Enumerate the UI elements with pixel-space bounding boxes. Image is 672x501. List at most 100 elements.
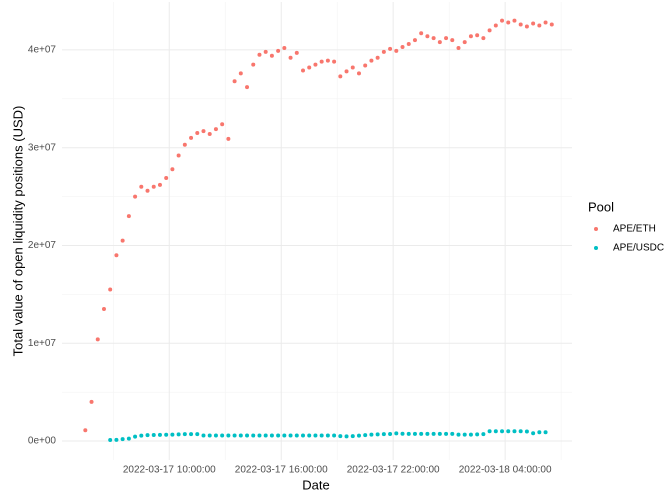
x-tick-label: 2022-03-17 22:00:00 bbox=[347, 465, 440, 476]
point bbox=[83, 428, 88, 433]
point bbox=[437, 40, 442, 45]
point bbox=[363, 433, 368, 438]
point bbox=[369, 432, 374, 437]
point bbox=[313, 433, 318, 438]
point bbox=[313, 62, 318, 67]
point bbox=[431, 431, 436, 436]
point bbox=[412, 431, 417, 436]
point bbox=[332, 433, 337, 438]
point bbox=[282, 45, 287, 50]
point bbox=[468, 34, 473, 39]
point bbox=[325, 433, 330, 438]
legend-label: APE/USDC bbox=[613, 243, 664, 254]
point bbox=[170, 167, 175, 172]
point bbox=[263, 49, 268, 54]
point bbox=[531, 431, 536, 436]
y-tick-label: 0e+00 bbox=[28, 436, 57, 447]
point bbox=[139, 184, 144, 189]
point bbox=[114, 253, 119, 258]
point bbox=[232, 433, 237, 438]
point bbox=[406, 431, 411, 436]
point bbox=[251, 433, 256, 438]
point bbox=[350, 65, 355, 70]
point bbox=[269, 433, 274, 438]
point bbox=[375, 55, 380, 60]
point bbox=[425, 431, 430, 436]
point bbox=[350, 434, 355, 439]
point bbox=[213, 433, 218, 438]
point bbox=[294, 433, 299, 438]
point bbox=[493, 429, 498, 434]
point bbox=[394, 431, 399, 436]
point bbox=[481, 432, 486, 437]
point bbox=[500, 429, 505, 434]
point bbox=[444, 36, 449, 41]
point bbox=[257, 433, 262, 438]
legend-title: Pool bbox=[588, 199, 614, 214]
point bbox=[145, 433, 150, 438]
point bbox=[195, 432, 200, 437]
point bbox=[251, 62, 256, 67]
point bbox=[120, 437, 125, 442]
point bbox=[319, 433, 324, 438]
point bbox=[238, 433, 243, 438]
point bbox=[101, 307, 106, 312]
point bbox=[220, 122, 225, 127]
point bbox=[512, 429, 517, 434]
point bbox=[338, 434, 343, 439]
point bbox=[301, 68, 306, 73]
point bbox=[120, 238, 125, 243]
point bbox=[207, 433, 212, 438]
legend-marker bbox=[594, 246, 598, 250]
point bbox=[456, 45, 461, 50]
point bbox=[269, 53, 274, 58]
point bbox=[139, 433, 144, 438]
point bbox=[301, 433, 306, 438]
point bbox=[475, 33, 480, 38]
legend-marker bbox=[594, 227, 598, 231]
point bbox=[95, 337, 100, 342]
point bbox=[133, 434, 138, 439]
point bbox=[400, 431, 405, 436]
point bbox=[394, 48, 399, 53]
point bbox=[213, 127, 218, 132]
point bbox=[189, 432, 194, 437]
point bbox=[543, 430, 548, 435]
point bbox=[412, 38, 417, 43]
x-tick-label: 2022-03-17 10:00:00 bbox=[123, 465, 216, 476]
point bbox=[108, 438, 113, 443]
point bbox=[419, 431, 424, 436]
point bbox=[151, 184, 156, 189]
point bbox=[524, 429, 529, 434]
point bbox=[164, 432, 169, 437]
point bbox=[201, 129, 206, 134]
x-tick-label: 2022-03-18 04:00:00 bbox=[459, 465, 552, 476]
x-axis-label: Date bbox=[302, 477, 329, 492]
point bbox=[388, 431, 393, 436]
point bbox=[506, 20, 511, 25]
point bbox=[157, 432, 162, 437]
point bbox=[375, 432, 380, 437]
point bbox=[381, 49, 386, 54]
point bbox=[406, 42, 411, 47]
point bbox=[431, 36, 436, 41]
x-tick-label: 2022-03-17 16:00:00 bbox=[235, 465, 328, 476]
point bbox=[493, 23, 498, 28]
point bbox=[512, 18, 517, 23]
legend-label: APE/ETH bbox=[613, 224, 656, 235]
point bbox=[400, 44, 405, 49]
point bbox=[176, 153, 181, 158]
point bbox=[157, 182, 162, 187]
point bbox=[381, 432, 386, 437]
point bbox=[437, 431, 442, 436]
point bbox=[537, 23, 542, 28]
point bbox=[518, 22, 523, 27]
point bbox=[245, 433, 250, 438]
point bbox=[151, 432, 156, 437]
point bbox=[369, 58, 374, 63]
point bbox=[325, 58, 330, 63]
point bbox=[456, 432, 461, 437]
point bbox=[307, 433, 312, 438]
point bbox=[182, 432, 187, 437]
